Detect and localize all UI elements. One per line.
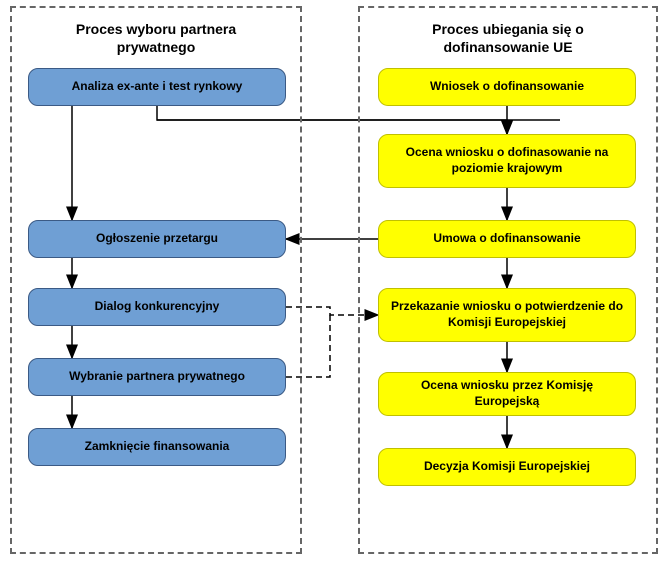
node-l4: Wybranie partnera prywatnego <box>28 358 286 396</box>
node-label: Wniosek o dofinansowanie <box>430 79 584 95</box>
node-r2: Ocena wniosku o dofinasowanie na poziomi… <box>378 134 636 188</box>
node-r6: Decyzja Komisji Europejskiej <box>378 448 636 486</box>
node-label: Ocena wniosku o dofinasowanie na poziomi… <box>387 145 627 176</box>
node-label: Umowa o dofinansowanie <box>433 231 580 247</box>
node-label: Ogłoszenie przetargu <box>96 231 218 247</box>
node-r5: Ocena wniosku przez Komisję Europejską <box>378 372 636 416</box>
node-l3: Dialog konkurencyjny <box>28 288 286 326</box>
node-label: Przekazanie wniosku o potwierdzenie do K… <box>387 299 627 330</box>
node-l1: Analiza ex-ante i test rynkowy <box>28 68 286 106</box>
node-label: Dialog konkurencyjny <box>95 299 220 315</box>
column-title: Proces ubiegania się o dofinansowanie UE <box>368 16 648 66</box>
node-label: Ocena wniosku przez Komisję Europejską <box>387 378 627 409</box>
node-label: Decyzja Komisji Europejskiej <box>424 459 590 475</box>
node-r3: Umowa o dofinansowanie <box>378 220 636 258</box>
node-label: Zamknięcie finansowania <box>85 439 230 455</box>
column-title: Proces wyboru partnera prywatnego <box>20 16 292 66</box>
node-l5: Zamknięcie finansowania <box>28 428 286 466</box>
node-label: Analiza ex-ante i test rynkowy <box>72 79 243 95</box>
node-l2: Ogłoszenie przetargu <box>28 220 286 258</box>
node-r4: Przekazanie wniosku o potwierdzenie do K… <box>378 288 636 342</box>
node-label: Wybranie partnera prywatnego <box>69 369 245 385</box>
node-r1: Wniosek o dofinansowanie <box>378 68 636 106</box>
